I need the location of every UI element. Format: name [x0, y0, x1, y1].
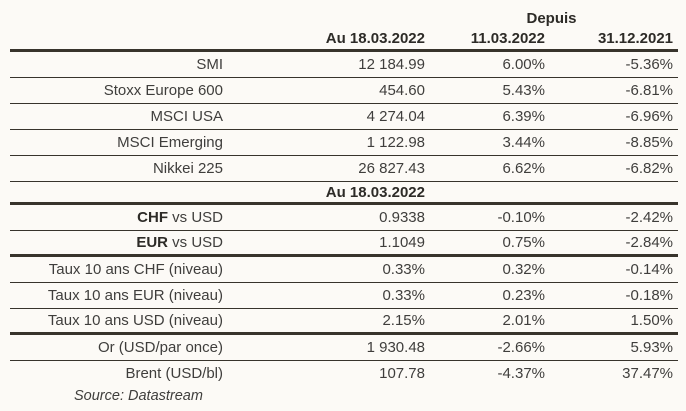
row-change-week: 6.39%: [425, 103, 545, 130]
row-change-ytd: 37.47%: [622, 365, 674, 382]
row-change-week: -0.10%: [425, 203, 545, 231]
row-label: Brent (USD/bl): [10, 361, 223, 387]
row-value: 1 122.98: [223, 129, 425, 156]
empty-cell: [545, 181, 679, 205]
row-label: EUR vs USD: [10, 230, 223, 257]
column-header-value-date: Au 18.03.2022: [223, 28, 425, 52]
row-label-text: Nikkei 225: [152, 160, 223, 177]
column-header-week-date: 11.03.2022: [425, 28, 545, 52]
row-label-text: Stoxx Europe 600: [103, 82, 223, 99]
row-change-week: 6.62%: [425, 155, 545, 182]
table-row-nikkei: Nikkei 225 26 827.43 6.62% -6.82%: [10, 155, 679, 182]
row-change-ytd: -5.36%: [545, 50, 679, 78]
row-label: MSCI USA: [10, 103, 223, 130]
table-row-rate-usd: Taux 10 ans USD (niveau) 2.15% 2.01% 1.5…: [10, 308, 679, 335]
row-value: 12 184.99: [223, 50, 425, 78]
row-label-text: MSCI USA: [150, 108, 223, 125]
row-change-week: 0.32%: [425, 255, 545, 283]
row-change-ytd: -8.85%: [545, 129, 679, 156]
row-label-text: Taux 10 ans USD (niveau): [47, 312, 223, 329]
row-change-ytd: -6.81%: [545, 77, 679, 104]
table-row-msci-emerging: MSCI Emerging 1 122.98 3.44% -8.85%: [10, 129, 679, 156]
empty-cell: [425, 181, 545, 205]
row-value: 2.15%: [223, 308, 425, 335]
subheader-date-label: Au 18.03.2022: [223, 181, 425, 205]
table-row-stoxx: Stoxx Europe 600 454.60 5.43% -6.81%: [10, 77, 679, 104]
row-change-week: -2.66%: [425, 333, 545, 361]
row-label-text: vs USD: [167, 209, 223, 226]
row-label-text: vs USD: [167, 234, 223, 251]
row-change-week: 2.01%: [425, 308, 545, 335]
row-change-ytd: -0.14%: [545, 255, 679, 283]
table-row-chf-usd: CHF vs USD 0.9338 -0.10% -2.42%: [10, 203, 679, 231]
market-data-table: Depuis Au 18.03.2022 11.03.2022 31.12.20…: [10, 8, 679, 387]
row-change-ytd: -6.96%: [545, 103, 679, 130]
subheader-row: Au 18.03.2022: [10, 181, 679, 205]
row-value: 1.1049: [223, 230, 425, 257]
row-label-bold: EUR: [136, 234, 168, 251]
row-change-week: -4.37%: [497, 365, 545, 382]
row-label: Stoxx Europe 600: [10, 77, 223, 104]
row-change-week: 3.44%: [425, 129, 545, 156]
column-header-ytd-date: 31.12.2021: [545, 28, 679, 52]
row-value: 26 827.43: [223, 155, 425, 182]
row-label-text: Taux 10 ans CHF (niveau): [48, 261, 223, 278]
row-label-text: MSCI Emerging: [117, 134, 223, 151]
depuis-label: Depuis: [526, 9, 577, 27]
row-change-ytd: -0.18%: [545, 282, 679, 309]
row-label: Taux 10 ans USD (niveau): [10, 308, 223, 335]
row-change-ytd: -2.84%: [545, 230, 679, 257]
row-label: Taux 10 ans EUR (niveau): [10, 282, 223, 309]
row-label: Taux 10 ans CHF (niveau): [10, 255, 223, 283]
empty-cell: [10, 181, 223, 205]
depuis-header-row: Depuis: [10, 8, 678, 28]
table-row-gold: Or (USD/par once) 1 930.48 -2.66% 5.93%: [10, 333, 679, 361]
row-value: 4 274.04: [223, 103, 425, 130]
row-value: 0.9338: [223, 203, 425, 231]
table-row-rate-eur: Taux 10 ans EUR (niveau) 0.33% 0.23% -0.…: [10, 282, 679, 309]
row-change-ytd: 1.50%: [545, 308, 679, 335]
row-label-text: Or (USD/par once): [97, 339, 223, 356]
source-note: Source: Datastream: [74, 388, 203, 404]
empty-cell: [223, 8, 425, 28]
row-value: 107.78: [379, 365, 425, 382]
row-value: 0.33%: [223, 255, 425, 283]
row-value: 454.60: [223, 77, 425, 104]
row-label: CHF vs USD: [10, 203, 223, 231]
row-change-week: 0.23%: [425, 282, 545, 309]
table-row-rate-chf: Taux 10 ans CHF (niveau) 0.33% 0.32% -0.…: [10, 255, 679, 283]
table-row-msci-usa: MSCI USA 4 274.04 6.39% -6.96%: [10, 103, 679, 130]
table-row-brent: Brent (USD/bl) 107.78 -4.37% 37.47%: [10, 361, 678, 387]
row-change-ytd: -2.42%: [545, 203, 679, 231]
row-label: Nikkei 225: [10, 155, 223, 182]
row-value: 0.33%: [223, 282, 425, 309]
row-label-text: Taux 10 ans EUR (niveau): [47, 287, 223, 304]
column-header-row: Au 18.03.2022 11.03.2022 31.12.2021: [10, 28, 679, 52]
table-row-smi: SMI 12 184.99 6.00% -5.36%: [10, 50, 679, 78]
row-change-ytd: -6.82%: [545, 155, 679, 182]
empty-cell: [10, 8, 223, 28]
row-label-text: SMI: [196, 56, 223, 73]
row-label-text: Brent (USD/bl): [125, 365, 223, 382]
row-change-week: 6.00%: [425, 50, 545, 78]
row-value: 1 930.48: [223, 333, 425, 361]
row-change-ytd: 5.93%: [545, 333, 679, 361]
table-row-eur-usd: EUR vs USD 1.1049 0.75% -2.84%: [10, 230, 679, 257]
row-label: Or (USD/par once): [10, 333, 223, 361]
row-change-week: 0.75%: [425, 230, 545, 257]
row-change-week: 5.43%: [425, 77, 545, 104]
empty-cell: [10, 28, 223, 52]
row-label: MSCI Emerging: [10, 129, 223, 156]
row-label: SMI: [10, 50, 223, 78]
row-label-bold: CHF: [137, 209, 168, 226]
